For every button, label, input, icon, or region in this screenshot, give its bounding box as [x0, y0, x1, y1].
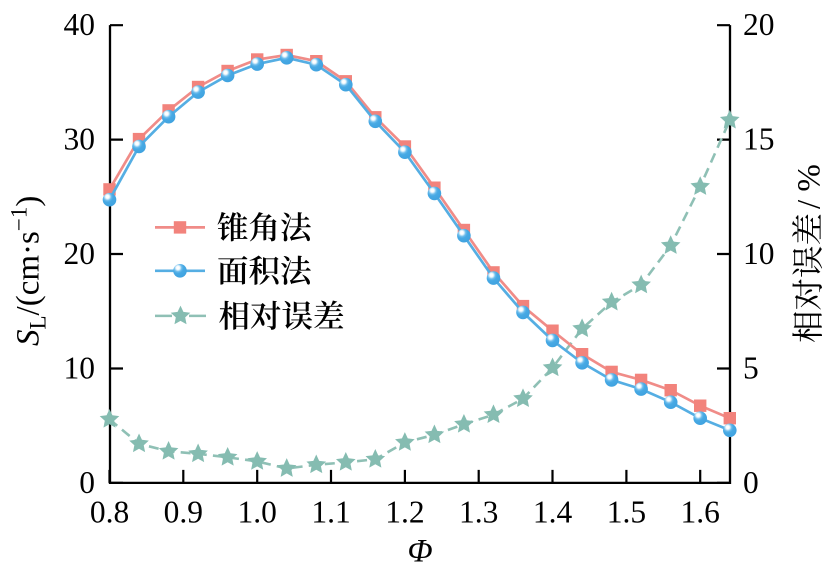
svg-text:10: 10	[743, 236, 775, 271]
svg-text:Φ: Φ	[407, 534, 432, 570]
svg-text:20: 20	[743, 7, 775, 42]
svg-text:0.8: 0.8	[90, 495, 129, 530]
svg-text:1.6: 1.6	[681, 495, 720, 530]
svg-text:1.1: 1.1	[311, 495, 350, 530]
svg-text:0: 0	[743, 465, 759, 500]
svg-text:/ %: / %	[792, 164, 828, 209]
svg-text:1.3: 1.3	[459, 495, 498, 530]
svg-text:1.4: 1.4	[533, 495, 573, 530]
svg-text:20: 20	[64, 236, 96, 271]
svg-text:5: 5	[743, 351, 759, 386]
svg-text:30: 30	[64, 122, 96, 157]
svg-text:40: 40	[64, 7, 96, 42]
svg-text:1.2: 1.2	[385, 495, 424, 530]
svg-text:0.9: 0.9	[164, 495, 203, 530]
svg-text:0: 0	[79, 465, 95, 500]
svg-text:1.5: 1.5	[607, 495, 646, 530]
svg-text:15: 15	[743, 122, 775, 157]
svg-text:1.0: 1.0	[238, 495, 277, 530]
svg-text:10: 10	[64, 351, 96, 386]
svg-text:SL/(cm·s−1): SL/(cm·s−1)	[7, 196, 51, 346]
